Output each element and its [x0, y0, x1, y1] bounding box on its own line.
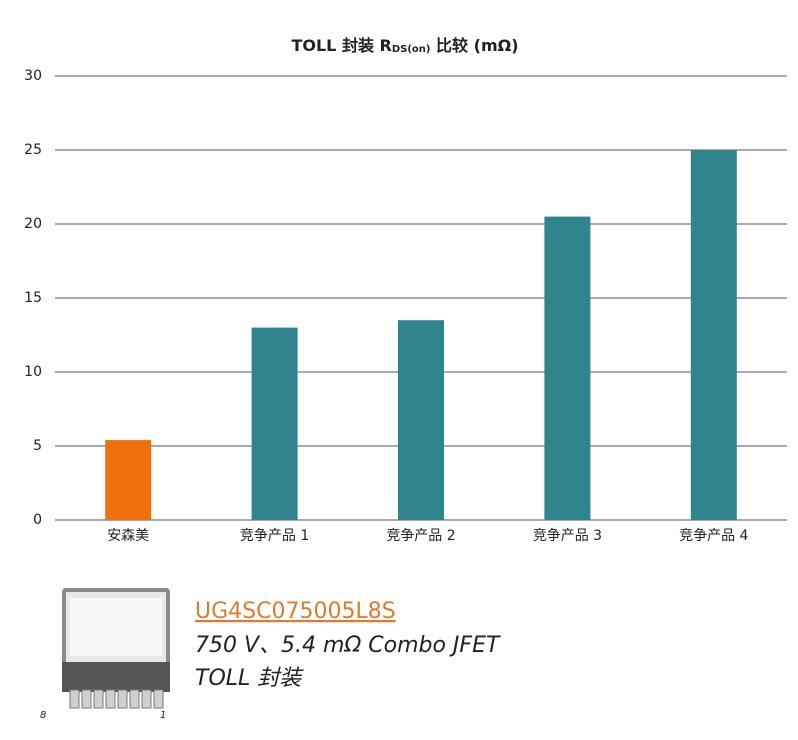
chart-title: TOLL 封装 RDS(on) 比较 (mΩ) [291, 36, 518, 56]
y-tick-label: 5 [33, 438, 42, 454]
x-tick-label: 安森美 [107, 528, 149, 544]
x-tick-label: 竞争产品 4 [679, 527, 748, 544]
x-tick-label: 竞争产品 3 [533, 527, 602, 544]
y-tick-label: 0 [33, 512, 42, 528]
x-tick-label: 竞争产品 1 [240, 527, 309, 544]
part-link[interactable]: UG4SC075005L8S [195, 599, 396, 624]
bar [690, 150, 737, 520]
x-tick-label: 竞争产品 2 [386, 527, 455, 544]
y-tick-label: 15 [24, 290, 42, 306]
title-text: TOLL 封装 R [291, 36, 391, 55]
bar [251, 327, 298, 520]
y-tick-label: 25 [24, 142, 42, 158]
package-image: 8 1 [40, 588, 170, 721]
title-subscript: DS(on) [392, 44, 431, 55]
y-tick-label: 20 [24, 216, 42, 232]
package-name: TOLL 封装 [195, 666, 304, 691]
y-tick-label: 10 [24, 364, 42, 380]
pin-label: 1 [160, 710, 166, 721]
pin-label: 8 [40, 710, 46, 721]
bar [544, 216, 591, 520]
bar [398, 320, 444, 520]
title-text: 比较 (mΩ) [430, 36, 518, 55]
bar [105, 440, 152, 520]
y-tick-label: 30 [24, 68, 42, 84]
description: 750 V、5.4 mΩ Combo JFET [195, 633, 501, 658]
